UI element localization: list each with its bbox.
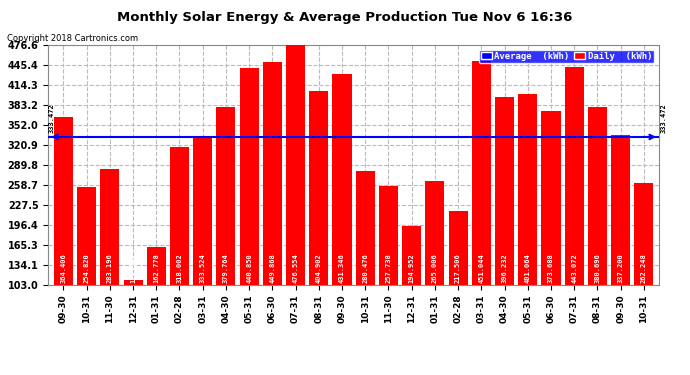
Bar (588, 106, 607, 285)
Text: 451.044: 451.044 (478, 254, 484, 283)
Bar (472, 62, 491, 285)
Bar (564, 66, 584, 285)
Bar (448, 211, 468, 285)
Bar (147, 247, 166, 285)
Bar (217, 107, 235, 285)
Text: 337.200: 337.200 (618, 254, 624, 283)
Bar (193, 137, 213, 285)
Text: 217.506: 217.506 (455, 254, 461, 283)
Text: 257.738: 257.738 (386, 254, 391, 283)
Text: 318.002: 318.002 (177, 254, 182, 283)
Bar (54, 117, 73, 285)
Bar (170, 147, 189, 285)
Bar (402, 226, 421, 285)
Bar (333, 74, 351, 285)
Text: 431.346: 431.346 (339, 254, 345, 283)
Text: 280.476: 280.476 (362, 254, 368, 283)
Bar (124, 280, 143, 285)
Bar (379, 186, 398, 285)
Text: 110.342: 110.342 (130, 254, 136, 283)
Text: 449.868: 449.868 (269, 254, 275, 283)
Bar (518, 93, 538, 285)
Text: 373.688: 373.688 (548, 254, 554, 283)
Bar (356, 171, 375, 285)
Bar (286, 45, 305, 285)
Text: 364.406: 364.406 (61, 254, 66, 283)
Text: 333.524: 333.524 (199, 254, 206, 283)
Text: Monthly Solar Energy & Average Production Tue Nov 6 16:36: Monthly Solar Energy & Average Productio… (117, 11, 573, 24)
Text: 440.850: 440.850 (246, 254, 252, 283)
Bar (495, 97, 514, 285)
Bar (239, 68, 259, 285)
Bar (611, 135, 630, 285)
Bar (425, 181, 444, 285)
Text: 254.820: 254.820 (83, 254, 90, 283)
Bar (542, 111, 560, 285)
Bar (263, 62, 282, 285)
Text: 333.472: 333.472 (660, 104, 666, 133)
Legend: Average  (kWh), Daily  (kWh): Average (kWh), Daily (kWh) (479, 50, 654, 63)
Text: 476.554: 476.554 (293, 254, 299, 283)
Bar (77, 188, 96, 285)
Text: 379.764: 379.764 (223, 254, 229, 283)
Text: Copyright 2018 Cartronics.com: Copyright 2018 Cartronics.com (7, 34, 138, 43)
Text: 404.902: 404.902 (316, 254, 322, 283)
Text: 401.064: 401.064 (525, 254, 531, 283)
Text: 194.952: 194.952 (408, 254, 415, 283)
Bar (634, 183, 653, 285)
Bar (309, 91, 328, 285)
Text: 380.696: 380.696 (594, 254, 600, 283)
Text: 162.778: 162.778 (153, 254, 159, 283)
Text: 262.248: 262.248 (641, 254, 647, 283)
Text: 283.196: 283.196 (107, 254, 113, 283)
Bar (100, 169, 119, 285)
Text: 396.232: 396.232 (502, 254, 508, 283)
Text: 333.472: 333.472 (48, 104, 55, 133)
Text: 265.006: 265.006 (432, 254, 438, 283)
Text: 443.072: 443.072 (571, 254, 578, 283)
